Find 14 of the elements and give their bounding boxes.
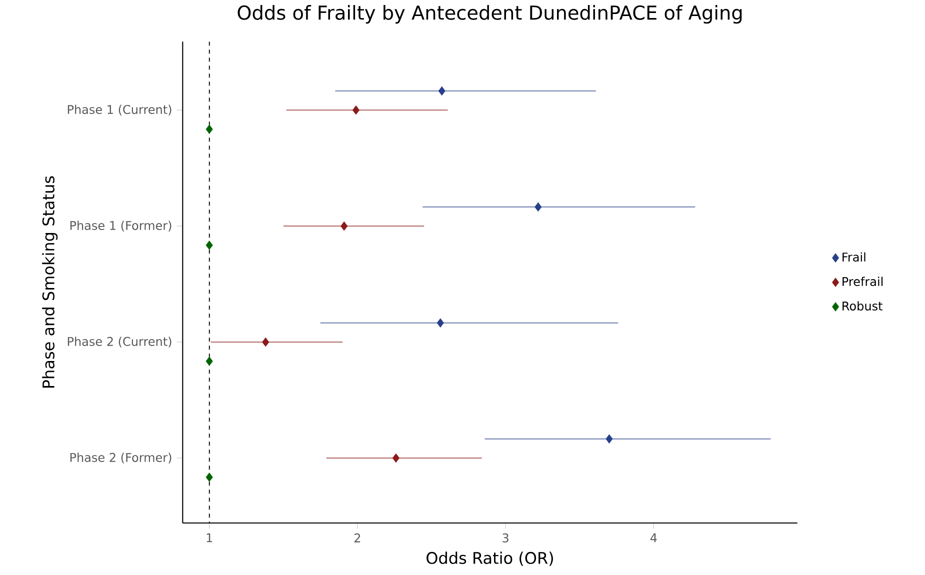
y-tick-label: Phase 2 (Current) <box>68 336 172 348</box>
x-axis-title: Odds Ratio (OR) <box>426 552 553 566</box>
y-axis-title: Phase and Smoking Status <box>42 176 58 388</box>
x-tick-label: 3 <box>502 533 508 542</box>
chart-title: Odds of Frailty by Antecedent DunedinPACE of Aging <box>238 5 742 24</box>
x-tick-label: 2 <box>354 533 360 542</box>
legend-label: Robust <box>842 301 882 311</box>
x-tick-label: 4 <box>650 533 657 542</box>
y-tick-label: Phase 1 (Former) <box>70 220 172 232</box>
y-tick-label: Phase 1 (Current) <box>68 104 172 116</box>
x-tick-label: 1 <box>206 533 212 542</box>
legend-label: Frail <box>842 252 866 262</box>
legend-label: Prefrail <box>842 276 883 286</box>
y-tick-label: Phase 2 (Former) <box>70 452 172 464</box>
